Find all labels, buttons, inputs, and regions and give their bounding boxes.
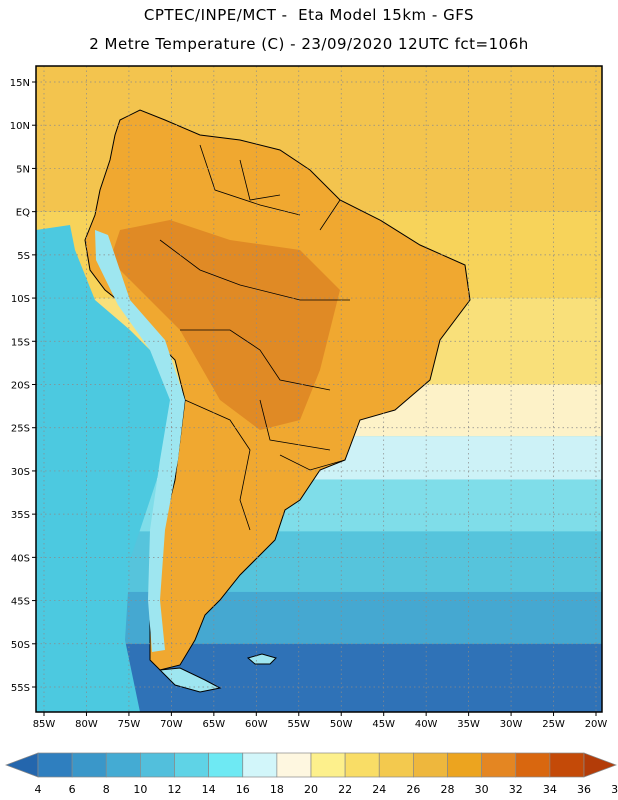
colorbar-cell <box>515 752 551 778</box>
colorbar-label: 22 <box>338 783 352 796</box>
colorbar-label: 20 <box>304 783 318 796</box>
lat-label: 10S <box>11 294 30 305</box>
lon-label: 60W <box>245 719 268 730</box>
tierra-del-fuego <box>158 667 222 693</box>
colorbar-label: 8 <box>103 783 110 796</box>
lat-label: 30S <box>11 467 30 478</box>
colorbar-label: 14 <box>202 783 216 796</box>
lat-label: 15N <box>10 78 30 89</box>
colorbar-label: 30 <box>475 783 489 796</box>
lon-label: 70W <box>160 719 183 730</box>
lon-label: 50W <box>330 719 353 730</box>
colorbar-arrow-high <box>583 752 617 778</box>
lon-label: 65W <box>203 719 226 730</box>
lat-label: 15S <box>11 337 30 348</box>
lon-label: 40W <box>415 719 438 730</box>
colorbar-cell <box>37 752 73 778</box>
colorbar-cell <box>447 752 482 778</box>
lat-label: 45S <box>11 597 30 608</box>
map-frame <box>35 65 603 713</box>
colorbar-label: 4 <box>35 783 42 796</box>
lon-label: 20W <box>585 719 608 730</box>
axis-ticks <box>32 81 597 716</box>
hot-core-region <box>110 220 340 430</box>
colorbar-label: 6 <box>69 783 76 796</box>
lon-label: 30W <box>500 719 523 730</box>
colorbar-cell <box>378 752 414 778</box>
colorbar-cell <box>208 752 244 778</box>
colorbar-cell <box>105 752 141 778</box>
colorbar-cell <box>310 752 346 778</box>
lat-label: 55S <box>11 683 30 694</box>
lat-label: 5N <box>16 164 30 175</box>
temperature-colorbar: 4 6 8 10 12 14 16 18 20 22 24 26 28 30 32 34 36 38 <box>5 752 618 796</box>
lon-label: 55W <box>287 719 310 730</box>
colorbar-label: 32 <box>509 783 523 796</box>
lon-label: 80W <box>75 719 98 730</box>
map-title-line2: 2 Metre Temperature (C) - 23/09/2020 12U… <box>89 35 529 53</box>
map-title-line1: CPTEC/INPE/MCT - Eta Model 15km - GFS <box>143 6 475 24</box>
lat-label: 5S <box>17 251 30 262</box>
andes-cold-strip <box>95 230 185 652</box>
colorbar-label: 34 <box>543 783 557 796</box>
lat-label: 35S <box>11 510 30 521</box>
lat-label: 10N <box>10 121 30 132</box>
lon-label: 85W <box>33 719 56 730</box>
longitude-labels: 85W 80W 75W 70W 65W 60W 55W 50W 45W 40W 35W 30W 25W 2… <box>33 719 608 730</box>
ocean-band-7 <box>36 591 602 644</box>
lat-label: 25S <box>11 424 30 435</box>
colorbar-label: 18 <box>270 783 284 796</box>
colorbar-label: 24 <box>372 783 386 796</box>
lat-label: 20S <box>11 381 30 392</box>
lon-label: 35W <box>457 719 480 730</box>
falkland-islands <box>246 653 277 665</box>
colorbar-label: 10 <box>133 783 147 796</box>
colorbar-cell <box>71 752 107 778</box>
colorbar-label: 38 <box>611 783 618 796</box>
lat-label: 40S <box>11 553 30 564</box>
colorbar-label: 26 <box>406 783 420 796</box>
colorbar-cell <box>140 752 175 778</box>
lon-label: 45W <box>372 719 395 730</box>
lon-label: 25W <box>542 719 565 730</box>
colorbar-label: 16 <box>236 783 250 796</box>
colorbar-cell <box>413 752 448 778</box>
colorbar-cell <box>276 752 312 778</box>
colorbar-cell <box>549 752 585 778</box>
colorbar-label: 12 <box>168 783 182 796</box>
colorbar-cell <box>481 752 517 778</box>
colorbar-cell <box>242 752 278 778</box>
temperature-map: 15N 10N 5N EQ 5S 10S 15S 20S 25S 30S 35S 40S 45S 50S 5… <box>10 65 608 730</box>
colorbar-label: 36 <box>577 783 591 796</box>
lat-label: EQ <box>16 208 30 219</box>
country-borders <box>159 144 350 531</box>
colorbar-cell <box>174 752 209 778</box>
latitude-labels: 15N 10N 5N EQ 5S 10S 15S 20S 25S 30S 35S 40S 45S 50S 5… <box>10 78 30 694</box>
colorbar-cell <box>344 752 380 778</box>
colorbar-arrow-low <box>5 752 39 778</box>
colorbar-label: 28 <box>441 783 455 796</box>
pacific-cool-region <box>36 225 175 712</box>
lon-label: 75W <box>118 719 141 730</box>
lat-label: 50S <box>11 640 30 651</box>
